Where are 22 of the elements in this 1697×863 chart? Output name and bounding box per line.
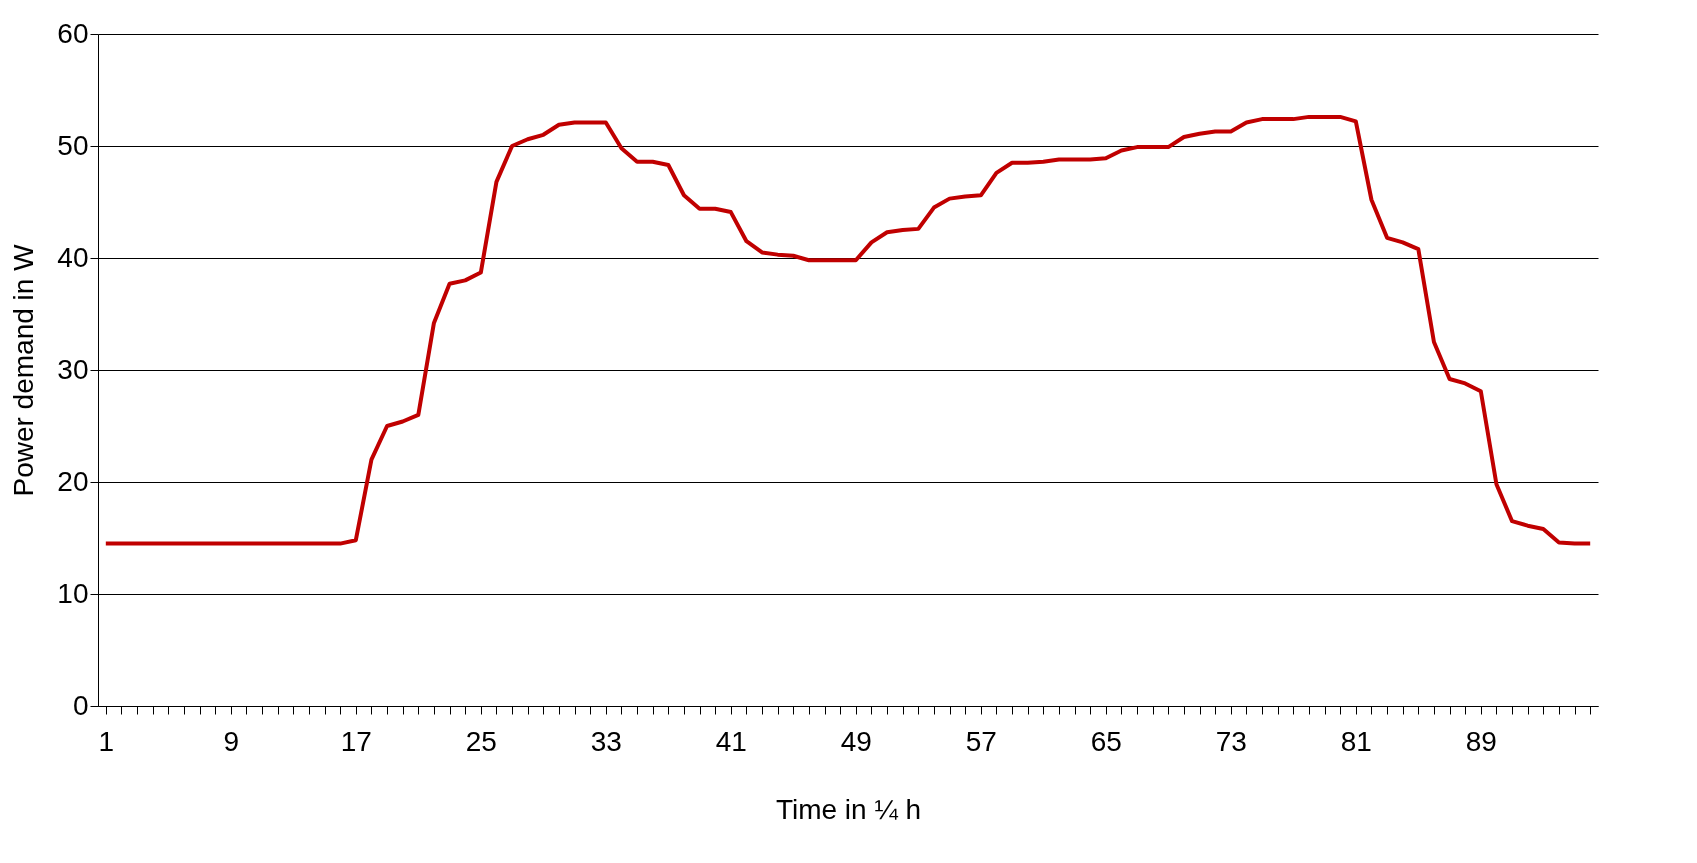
x-tick-label: 17 [340,725,372,757]
y-tick-label: 10 [57,577,89,609]
x-tick-label: 65 [1090,725,1122,757]
y-tick-label: 20 [57,465,89,497]
x-tick-label: 33 [590,725,622,757]
y-tick-label: 40 [57,241,89,273]
x-tick-label: 49 [840,725,872,757]
x-tick-label: 73 [1215,725,1247,757]
x-tick-label: 41 [715,725,747,757]
y-tick-label: 30 [57,353,89,385]
x-tick-label: 81 [1340,725,1372,757]
x-tick-label: 57 [965,725,997,757]
x-tick-label: 1 [98,725,115,757]
x-axis-title: Time in ¼ h [775,793,922,825]
y-tick-label: 0 [72,689,89,721]
x-tick-label: 89 [1465,725,1497,757]
y-tick-label: 60 [57,17,89,49]
y-tick-label: 50 [57,129,89,161]
line-series [103,114,1593,546]
y-axis-title: Power demand in W [8,243,40,497]
x-tick-label: 25 [465,725,497,757]
x-tick-label: 9 [223,725,240,757]
